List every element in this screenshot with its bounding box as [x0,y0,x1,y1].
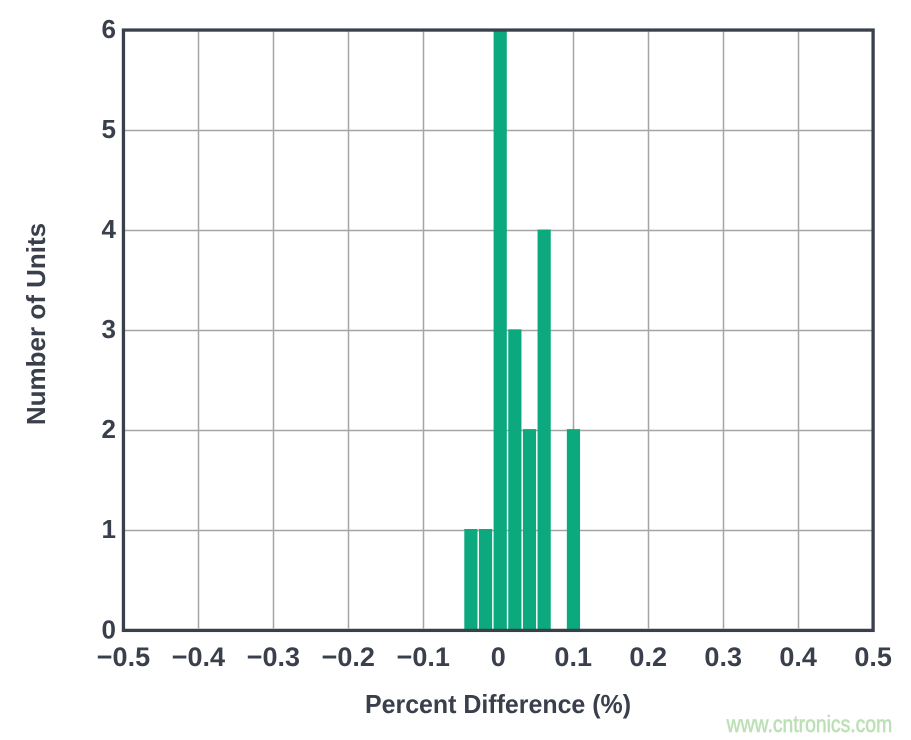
svg-text:0.3: 0.3 [704,642,742,672]
svg-text:0: 0 [102,614,116,644]
svg-text:0.4: 0.4 [779,642,817,672]
svg-text:−0.3: −0.3 [247,642,300,672]
svg-text:−0.1: −0.1 [397,642,450,672]
svg-text:4: 4 [102,214,117,244]
svg-text:Number of Units: Number of Units [21,223,51,425]
svg-text:3: 3 [102,314,116,344]
svg-text:−0.2: −0.2 [322,642,375,672]
svg-text:0.5: 0.5 [854,642,892,672]
svg-text:1: 1 [102,514,116,544]
svg-text:www.cntronics.com: www.cntronics.com [726,711,892,737]
svg-text:2: 2 [102,414,116,444]
svg-text:0: 0 [491,642,506,672]
svg-text:−0.4: −0.4 [172,642,225,672]
svg-text:−0.5: −0.5 [97,642,150,672]
svg-text:Percent Difference (%): Percent Difference (%) [365,689,631,719]
svg-text:6: 6 [102,14,116,44]
svg-text:0.1: 0.1 [554,642,592,672]
svg-text:0.2: 0.2 [629,642,667,672]
svg-text:5: 5 [102,114,116,144]
